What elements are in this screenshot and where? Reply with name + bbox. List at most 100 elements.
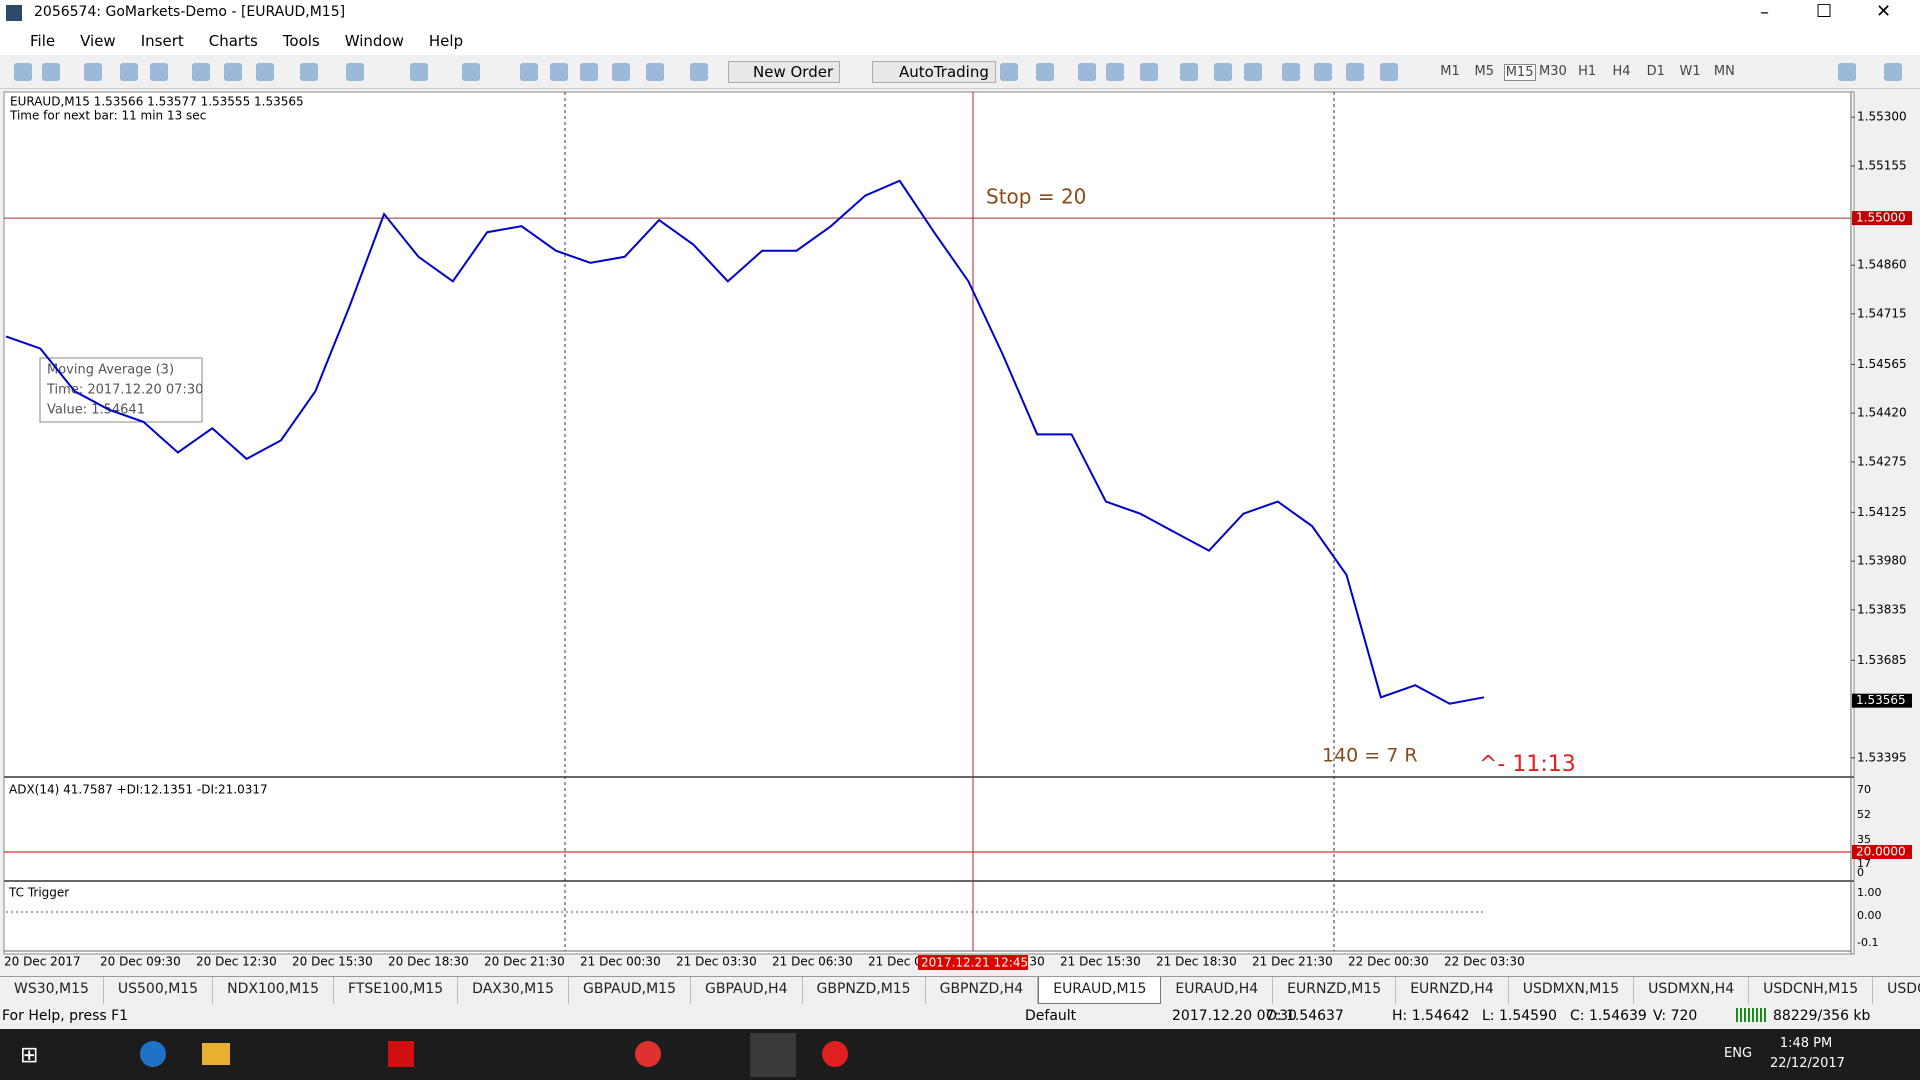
toolbar-button[interactable] [1214,63,1232,81]
toolbar-button[interactable] [192,63,210,81]
toolbar-button[interactable] [1380,63,1398,81]
toolbar-button[interactable] [1314,63,1332,81]
chart-tab[interactable]: USDMXN,H4 [1634,977,1750,1004]
menu-bar: File View Insert Charts Tools Window Help [0,27,1920,55]
chart-tab[interactable]: EURAUD,H4 [1161,977,1274,1004]
timeframe-button[interactable]: H1 [1578,64,1597,79]
time-axis-label: 20 Dec 15:30 [292,955,373,969]
status-volume: V: 720 [1653,1008,1698,1024]
chart-tab[interactable]: USDCNH,H [1873,977,1920,1004]
toolbar-button[interactable] [120,63,138,81]
status-time: 2017.12.20 07:30 [1172,1008,1297,1024]
adx-axis-label: 70 [1857,783,1871,796]
chart-tab[interactable]: GBPNZD,H4 [926,977,1039,1004]
minimize-button[interactable]: – [1760,2,1769,23]
cursor-time-box [918,955,1028,970]
toolbar-button[interactable] [150,63,168,81]
explorer-icon[interactable] [202,1043,230,1065]
toolbar-button[interactable] [462,63,480,81]
chart-tab[interactable]: WS30,M15 [0,977,104,1004]
app-icon[interactable] [388,1041,414,1067]
timeframe-button[interactable]: D1 [1646,64,1665,79]
chart-tab[interactable]: DAX30,M15 [458,977,570,1004]
status-open: O: 1.54637 [1266,1008,1344,1024]
menu-item[interactable]: View [80,32,116,50]
chrome-icon[interactable] [635,1041,661,1067]
toolbar-button[interactable] [300,63,318,81]
timeframe-button[interactable]: H4 [1612,64,1631,79]
time-axis-label: 21 Dec 03:30 [676,955,757,969]
chart-tab[interactable]: USDCNH,M15 [1749,977,1874,1004]
window-title: 2056574: GoMarkets-Demo - [EURAUD,M15] [34,4,346,20]
y-tick-label: 1.53835 [1857,602,1907,616]
toolbar-button[interactable] [1282,63,1300,81]
toolbar-button[interactable] [1140,63,1158,81]
menu-item[interactable]: Insert [140,32,184,50]
toolbar-button[interactable] [1078,63,1096,81]
chart-tab[interactable]: EURNZD,H4 [1396,977,1509,1004]
toolbar-button[interactable] [256,63,274,81]
chart-tab[interactable]: EURAUD,M15 [1038,977,1162,1004]
timeframe-button[interactable]: M30 [1539,64,1567,79]
chart-tab[interactable]: EURNZD,M15 [1273,977,1397,1004]
start-button[interactable]: ⊞ [20,1043,39,1068]
mt4-icon[interactable] [750,1033,796,1077]
tc-trigger-title: TC Trigger [8,886,69,900]
menu-item[interactable]: Help [428,32,464,50]
maximize-button[interactable]: ☐ [1816,1,1833,22]
toolbar-button[interactable] [520,63,538,81]
new-order-button[interactable]: New Order [728,61,841,83]
toolbar-button[interactable] [346,63,364,81]
app-icon[interactable] [822,1041,848,1067]
toolbar-button[interactable] [1180,63,1198,81]
toolbar-button[interactable] [580,63,598,81]
chart-tab[interactable]: GBPAUD,H4 [691,977,803,1004]
chart-tab[interactable]: NDX100,M15 [213,977,335,1004]
close-button[interactable]: ✕ [1876,1,1892,22]
clock-date[interactable]: 22/12/2017 [1770,1056,1845,1071]
toolbar-button[interactable] [42,63,60,81]
status-close: C: 1.54639 [1570,1008,1647,1024]
language[interactable]: ENG [1724,1046,1753,1061]
edge-icon[interactable] [140,1041,166,1067]
toolbar-button[interactable] [14,63,32,81]
timeframe-button[interactable]: M1 [1440,64,1460,79]
timeframe-button[interactable]: W1 [1679,64,1701,79]
clock-time[interactable]: 1:48 PM [1779,1036,1833,1051]
toolbar-button[interactable] [1346,63,1364,81]
y-tick-label: 1.54125 [1857,505,1907,519]
toolbar-button[interactable] [410,63,428,81]
menu-item[interactable]: Window [344,32,404,50]
time-axis-label: 20 Dec 09:30 [100,955,181,969]
chart-tab[interactable]: US500,M15 [104,977,214,1004]
toolbar-button[interactable] [1106,63,1124,81]
menu-item[interactable]: Charts [208,32,258,50]
chart-tab[interactable]: GBPNZD,M15 [803,977,926,1004]
toolbar-button[interactable] [690,63,708,81]
chart-header: EURAUD,M15 1.53566 1.53577 1.53555 1.535… [10,95,304,109]
timeframe-button[interactable]: M15 [1503,64,1536,81]
toolbar-button[interactable] [550,63,568,81]
adx-axis-label: 17 [1857,857,1871,870]
toolbar-button[interactable] [1884,63,1902,81]
chart-tab[interactable]: GBPAUD,M15 [569,977,691,1004]
toolbar-button[interactable] [1244,63,1262,81]
toolbar-button[interactable] [1000,63,1018,81]
toolbar-button[interactable] [612,63,630,81]
y-tick-label: 1.53685 [1857,653,1907,667]
chart-tab[interactable]: FTSE100,M15 [334,977,459,1004]
stop-level-box [1852,211,1912,226]
autotrading-button[interactable]: AutoTrading [872,61,996,83]
timeframe-button[interactable]: MN [1713,64,1735,79]
adx-axis-label: 52 [1857,808,1871,821]
time-axis-label: 20 Dec 21:30 [484,955,565,969]
toolbar-button[interactable] [1838,63,1856,81]
timeframe-button[interactable]: M5 [1474,64,1495,79]
menu-item[interactable]: File [30,32,56,50]
menu-item[interactable]: Tools [282,32,320,50]
toolbar-button[interactable] [646,63,664,81]
chart-tab[interactable]: USDMXN,M15 [1509,977,1635,1004]
toolbar-button[interactable] [224,63,242,81]
toolbar-button[interactable] [84,63,102,81]
toolbar-button[interactable] [1036,63,1054,81]
